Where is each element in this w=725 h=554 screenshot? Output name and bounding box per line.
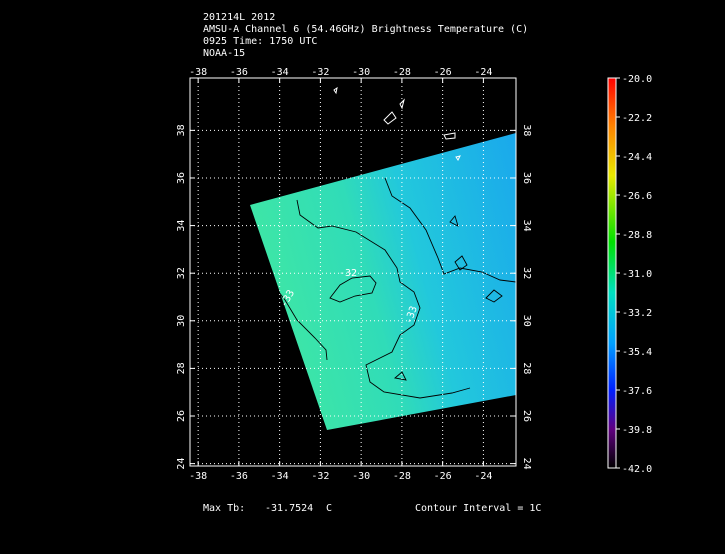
colorbar-label: -20.0 bbox=[622, 74, 652, 85]
colorbar bbox=[607, 77, 617, 469]
lat-label: 38 bbox=[521, 124, 532, 136]
lat-label: 26 bbox=[176, 410, 187, 422]
lon-label: -28 bbox=[393, 471, 411, 482]
lon-label: -28 bbox=[393, 67, 411, 78]
lat-label: 28 bbox=[521, 362, 532, 374]
lon-label: -32 bbox=[311, 471, 329, 482]
lat-label: 24 bbox=[521, 458, 532, 470]
lon-label: -34 bbox=[271, 471, 289, 482]
map-frame bbox=[189, 77, 517, 467]
colorbar-label: -26.6 bbox=[622, 191, 652, 202]
colorbar-label: -42.0 bbox=[622, 464, 652, 475]
lat-label: 30 bbox=[521, 315, 532, 327]
colorbar-label: -22.2 bbox=[622, 113, 652, 124]
lon-label: -26 bbox=[434, 471, 452, 482]
lat-label: 24 bbox=[176, 458, 187, 470]
contour-label: -32 bbox=[339, 268, 357, 279]
lon-label: -26 bbox=[434, 67, 452, 78]
colorbar-label: -37.6 bbox=[622, 386, 652, 397]
colorbar-label: -31.0 bbox=[622, 269, 652, 280]
lon-label: -38 bbox=[189, 471, 207, 482]
colorbar-label: -39.8 bbox=[622, 425, 652, 436]
footer-unit: C bbox=[326, 503, 332, 514]
header-line: 201214L 2012 bbox=[203, 12, 275, 23]
lat-label: 36 bbox=[176, 172, 187, 184]
lon-label: -36 bbox=[230, 471, 248, 482]
footer-interval: Contour Interval = 1C bbox=[415, 503, 541, 514]
colorbar-label: -28.8 bbox=[622, 230, 652, 241]
lat-label: 38 bbox=[176, 124, 187, 136]
lon-label: -30 bbox=[352, 471, 370, 482]
lon-label: -36 bbox=[230, 67, 248, 78]
lat-label: 30 bbox=[176, 315, 187, 327]
header-line: AMSU-A Channel 6 (54.46GHz) Brightness T… bbox=[203, 24, 528, 35]
footer-value: -31.7524 bbox=[265, 503, 313, 514]
lat-label: 26 bbox=[521, 410, 532, 422]
header-line: NOAA-15 bbox=[203, 48, 245, 59]
lat-label: 28 bbox=[176, 362, 187, 374]
colorbar-label: -35.4 bbox=[622, 347, 652, 358]
colorbar-label: -33.2 bbox=[622, 308, 652, 319]
lon-label: -24 bbox=[474, 471, 492, 482]
header-line: 0925 Time: 1750 UTC bbox=[203, 36, 317, 47]
lon-label: -34 bbox=[271, 67, 289, 78]
lat-label: 34 bbox=[521, 220, 532, 232]
colorbar-label: -24.4 bbox=[622, 152, 652, 163]
lat-label: 34 bbox=[176, 220, 187, 232]
lat-label: 32 bbox=[521, 267, 532, 279]
footer-label: Max Tb: bbox=[203, 503, 245, 514]
lat-label: 32 bbox=[176, 267, 187, 279]
lon-label: -38 bbox=[189, 67, 207, 78]
swath bbox=[250, 133, 516, 430]
lat-label: 36 bbox=[521, 172, 532, 184]
lon-label: -24 bbox=[474, 67, 492, 78]
lon-label: -32 bbox=[311, 67, 329, 78]
lon-label: -30 bbox=[352, 67, 370, 78]
contours bbox=[271, 86, 517, 399]
